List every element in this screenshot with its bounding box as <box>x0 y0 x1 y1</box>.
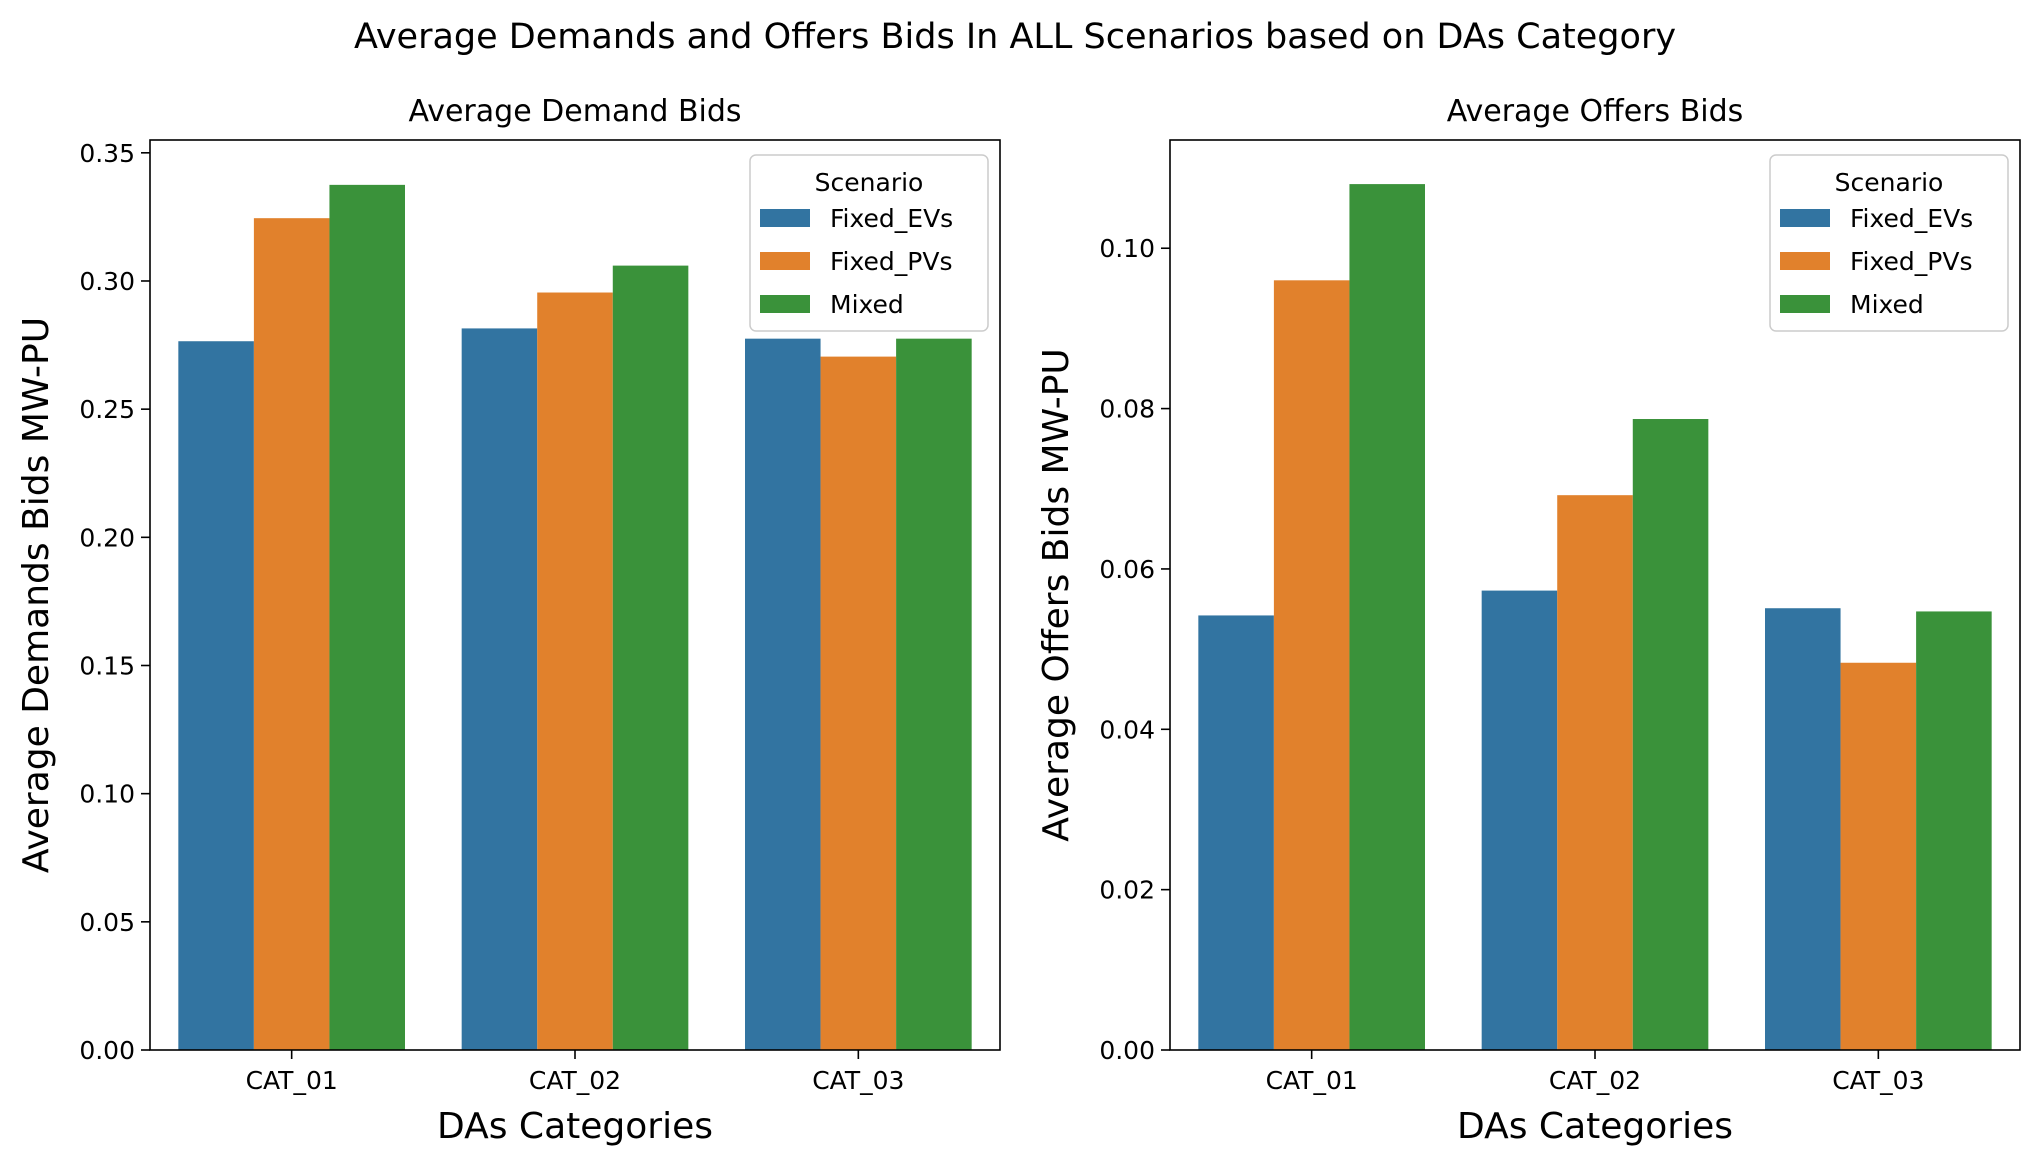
x-tick-label: CAT_01 <box>246 1066 338 1095</box>
panel-2: 0.00 0.02 0.04 0.06 0.08 0.10 CAT_01 CAT_02 CAT_… <box>1036 94 2021 1147</box>
x-tick-label: CAT_02 <box>1549 1066 1641 1095</box>
y-tick-label: 0.25 <box>79 395 135 424</box>
y-tick-label: 0.30 <box>79 267 135 296</box>
y-tick-label: 0.10 <box>1099 234 1155 263</box>
y-tick-label: 0.35 <box>79 139 135 168</box>
legend-label-mixed: Mixed <box>830 290 904 319</box>
legend: Scenario Fixed_EVs Fixed_PVs Mixed <box>1769 154 2009 332</box>
bar-fixed-evs-cat-02 <box>461 328 538 1050</box>
legend-title: Scenario <box>815 168 924 197</box>
y-axis-label: Average Demands Bids MW-PU <box>16 317 57 873</box>
bar-fixed-evs-cat-02 <box>1481 590 1558 1050</box>
bar-fixed-pvs-cat-02 <box>1557 495 1633 1050</box>
y-tick-label: 0.04 <box>1099 715 1155 744</box>
figure-title: Average Demands and Offers Bids In ALL S… <box>354 17 1676 57</box>
legend-swatch-fixed-evs <box>760 209 810 227</box>
bar-mixed-cat-03 <box>1916 611 1992 1050</box>
legend-label-fixed-evs: Fixed_EVs <box>830 204 953 233</box>
bar-mixed-cat-02 <box>1632 419 1709 1050</box>
y-tick-label: 0.02 <box>1099 876 1155 905</box>
bar-mixed-cat-01 <box>1349 184 1425 1051</box>
y-tick-label: 0.08 <box>1099 395 1155 424</box>
panel-title: Average Offers Bids <box>1447 94 1744 129</box>
panel-title: Average Demand Bids <box>408 94 741 129</box>
bar-fixed-pvs-cat-03 <box>820 356 897 1050</box>
legend-box <box>749 154 989 332</box>
x-tick-label: CAT_01 <box>1266 1066 1358 1095</box>
x-axis-label: DAs Categories <box>437 1106 713 1147</box>
y-tick-label: 0.05 <box>79 908 135 937</box>
y-tick-label: 0.06 <box>1099 555 1155 584</box>
bar-mixed-cat-02 <box>612 265 689 1050</box>
y-tick-label: 0.15 <box>79 651 135 680</box>
legend-box <box>1769 154 2009 332</box>
bar-fixed-pvs-cat-01 <box>1273 280 1350 1050</box>
legend-label-fixed-pvs: Fixed_PVs <box>1850 247 1973 276</box>
bar-mixed-cat-01 <box>329 184 405 1051</box>
bar-fixed-pvs-cat-01 <box>253 218 330 1050</box>
x-tick-label: CAT_03 <box>812 1066 904 1095</box>
y-axis-label: Average Offers Bids MW-PU <box>1036 348 1077 842</box>
legend: Scenario Fixed_EVs Fixed_PVs Mixed <box>749 154 989 332</box>
panel-1: 0.00 0.05 0.10 0.15 0.20 0.25 0.30 0.35 CAT_01 CA… <box>16 94 1001 1147</box>
x-tick-label: CAT_03 <box>1832 1066 1924 1095</box>
bar-fixed-evs-cat-03 <box>1765 608 1841 1050</box>
bar-fixed-pvs-cat-03 <box>1840 662 1917 1050</box>
legend-swatch-fixed-evs <box>1780 209 1830 227</box>
legend-title: Scenario <box>1835 168 1944 197</box>
y-tick-label: 0.20 <box>79 523 135 552</box>
legend-swatch-mixed <box>1780 295 1830 313</box>
bar-fixed-evs-cat-03 <box>745 338 821 1050</box>
y-tick-label: 0.00 <box>79 1036 135 1065</box>
legend-label-fixed-pvs: Fixed_PVs <box>830 247 953 276</box>
bar-fixed-evs-cat-01 <box>178 341 254 1051</box>
legend-swatch-fixed-pvs <box>1780 252 1830 270</box>
bar-mixed-cat-03 <box>896 338 972 1050</box>
x-axis-label: DAs Categories <box>1457 1106 1733 1147</box>
legend-swatch-fixed-pvs <box>760 252 810 270</box>
legend-label-fixed-evs: Fixed_EVs <box>1850 204 1973 233</box>
bar-fixed-pvs-cat-02 <box>537 292 613 1050</box>
x-tick-label: CAT_02 <box>529 1066 621 1095</box>
legend-swatch-mixed <box>760 295 810 313</box>
y-tick-label: 0.00 <box>1099 1036 1155 1065</box>
y-tick-label: 0.10 <box>79 780 135 809</box>
legend-label-mixed: Mixed <box>1850 290 1924 319</box>
bar-fixed-evs-cat-01 <box>1198 615 1274 1050</box>
